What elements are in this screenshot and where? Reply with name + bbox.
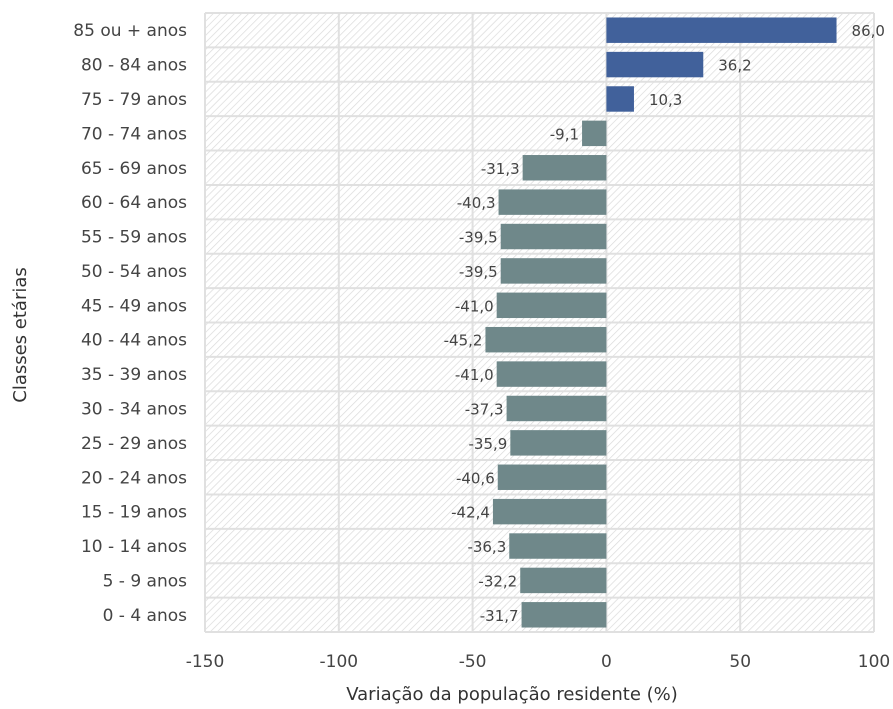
y-category-label: 15 - 19 anos xyxy=(81,503,187,523)
y-category-label: 5 - 9 anos xyxy=(103,571,188,591)
data-label: -39,5 xyxy=(459,263,498,281)
x-tick-label: -100 xyxy=(320,652,359,672)
y-category-label: 70 - 74 anos xyxy=(81,124,187,144)
data-label: -35,9 xyxy=(469,435,508,453)
x-tick-label: 100 xyxy=(858,652,890,672)
data-label: -39,5 xyxy=(459,229,498,247)
y-category-label: 60 - 64 anos xyxy=(81,193,187,213)
data-label: 10,3 xyxy=(649,91,682,109)
bar xyxy=(520,567,607,594)
y-category-label: 65 - 69 anos xyxy=(81,159,187,179)
y-category-label: 75 - 79 anos xyxy=(81,90,187,110)
data-label: -45,2 xyxy=(444,332,483,350)
y-category-label: 85 ou + anos xyxy=(73,21,187,41)
bar xyxy=(509,533,607,559)
y-category-label: 20 - 24 anos xyxy=(81,468,187,488)
y-category-label: 45 - 49 anos xyxy=(81,296,187,316)
data-label: -40,6 xyxy=(456,469,495,487)
bar xyxy=(498,189,607,215)
bar xyxy=(606,51,704,78)
bar xyxy=(606,17,837,43)
y-category-label: 30 - 34 anos xyxy=(81,399,187,419)
y-axis-title: Classes etárias xyxy=(10,267,31,403)
y-category-label: 25 - 29 anos xyxy=(81,434,187,454)
y-category-label: 80 - 84 anos xyxy=(81,56,187,76)
data-label: -36,3 xyxy=(467,538,506,556)
bar xyxy=(522,155,607,181)
data-label: -31,3 xyxy=(481,160,520,178)
y-category-label: 35 - 39 anos xyxy=(81,365,187,385)
data-label: -9,1 xyxy=(550,125,579,143)
bar xyxy=(496,292,607,319)
data-label: -41,0 xyxy=(455,366,494,384)
data-label: -32,2 xyxy=(478,572,517,590)
data-label: 36,2 xyxy=(718,57,751,75)
bar xyxy=(500,223,607,250)
y-category-label: 10 - 14 anos xyxy=(81,537,187,557)
bar xyxy=(510,430,607,456)
data-label: -40,3 xyxy=(457,194,496,212)
bar xyxy=(497,464,607,490)
x-axis-title: Variação da população residente (%) xyxy=(346,684,678,705)
data-label: -41,0 xyxy=(455,297,494,315)
x-tick-label: 50 xyxy=(729,652,751,672)
bar xyxy=(606,86,634,112)
y-category-label: 50 - 54 anos xyxy=(81,262,187,282)
x-tick-label: -150 xyxy=(186,652,225,672)
y-category-label: 55 - 59 anos xyxy=(81,228,187,248)
x-tick-label: 0 xyxy=(601,652,612,672)
y-category-label: 40 - 44 anos xyxy=(81,331,187,351)
data-label: -31,7 xyxy=(480,607,519,625)
bar xyxy=(496,361,607,387)
bar xyxy=(506,395,607,422)
bar xyxy=(582,120,607,147)
y-category-label: 0 - 4 anos xyxy=(103,606,188,626)
bar xyxy=(500,258,607,284)
x-tick-label: -50 xyxy=(459,652,487,672)
bar xyxy=(521,602,607,628)
data-label: -37,3 xyxy=(465,400,504,418)
data-label: 86,0 xyxy=(852,22,885,40)
bar xyxy=(492,498,607,525)
bar xyxy=(485,326,607,353)
data-label: -42,4 xyxy=(451,504,490,522)
